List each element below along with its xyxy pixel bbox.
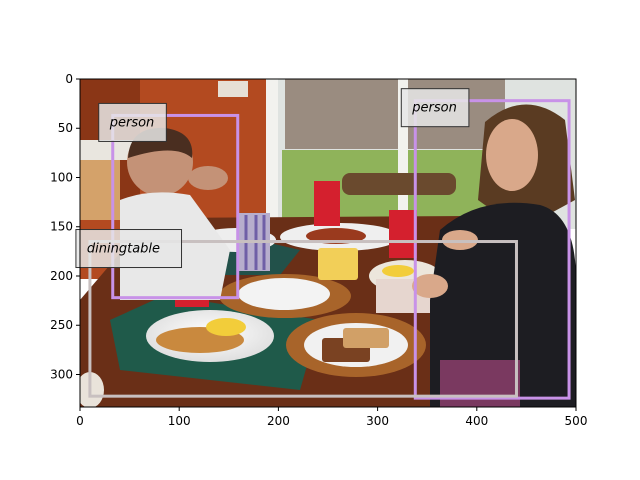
detection-label: person bbox=[109, 115, 155, 130]
y-tick-label: 200 bbox=[50, 269, 73, 283]
red-cup-back bbox=[314, 181, 340, 226]
detection-label: person bbox=[411, 101, 457, 116]
y-tick-label: 150 bbox=[50, 220, 73, 234]
toast-top bbox=[343, 328, 389, 348]
detection-label-box bbox=[98, 102, 167, 142]
detection-label-box bbox=[75, 229, 183, 269]
x-tick-label: 300 bbox=[366, 414, 389, 428]
eggs-front bbox=[206, 318, 246, 336]
yellow-cup bbox=[318, 248, 358, 280]
axes-frame bbox=[79, 78, 577, 408]
window-frame-left bbox=[266, 79, 278, 239]
woman-hoodie bbox=[430, 202, 576, 407]
food-back bbox=[306, 228, 366, 244]
counter bbox=[80, 140, 140, 160]
chair-legs bbox=[440, 360, 520, 407]
woman-hand bbox=[412, 274, 448, 298]
y-tick-label: 0 bbox=[65, 72, 73, 86]
y-axis: 0 50 100 150 200 250 300 bbox=[50, 72, 80, 381]
bowl-eggs bbox=[382, 265, 414, 277]
detection-label: diningtable bbox=[87, 242, 160, 257]
window-frame-mid bbox=[398, 79, 408, 229]
detection-box-diningtable bbox=[88, 240, 518, 398]
woman-hand-2 bbox=[442, 230, 478, 250]
toddler bbox=[80, 372, 104, 407]
red-cup-right bbox=[389, 210, 417, 258]
x-axis: 0 100 200 300 400 500 bbox=[76, 407, 587, 428]
woman-face bbox=[486, 119, 538, 191]
x-tick-label: 200 bbox=[267, 414, 290, 428]
detection-box-person bbox=[111, 113, 240, 300]
light-switch bbox=[218, 81, 248, 97]
plate-center bbox=[238, 278, 330, 310]
trees bbox=[285, 79, 505, 149]
x-tick-label: 0 bbox=[76, 414, 84, 428]
x-tick-label: 400 bbox=[465, 414, 488, 428]
detection-label-box bbox=[400, 88, 470, 128]
y-tick-label: 250 bbox=[50, 318, 73, 332]
detection-box-person bbox=[413, 99, 571, 400]
boy-arm bbox=[188, 166, 228, 190]
x-tick-label: 100 bbox=[168, 414, 191, 428]
y-tick-label: 300 bbox=[50, 367, 73, 381]
detection-boxes: person person diningtable bbox=[75, 88, 571, 400]
y-tick-label: 100 bbox=[50, 170, 73, 184]
y-tick-label: 50 bbox=[58, 121, 73, 135]
chair-back bbox=[342, 173, 456, 195]
x-tick-label: 500 bbox=[565, 414, 588, 428]
